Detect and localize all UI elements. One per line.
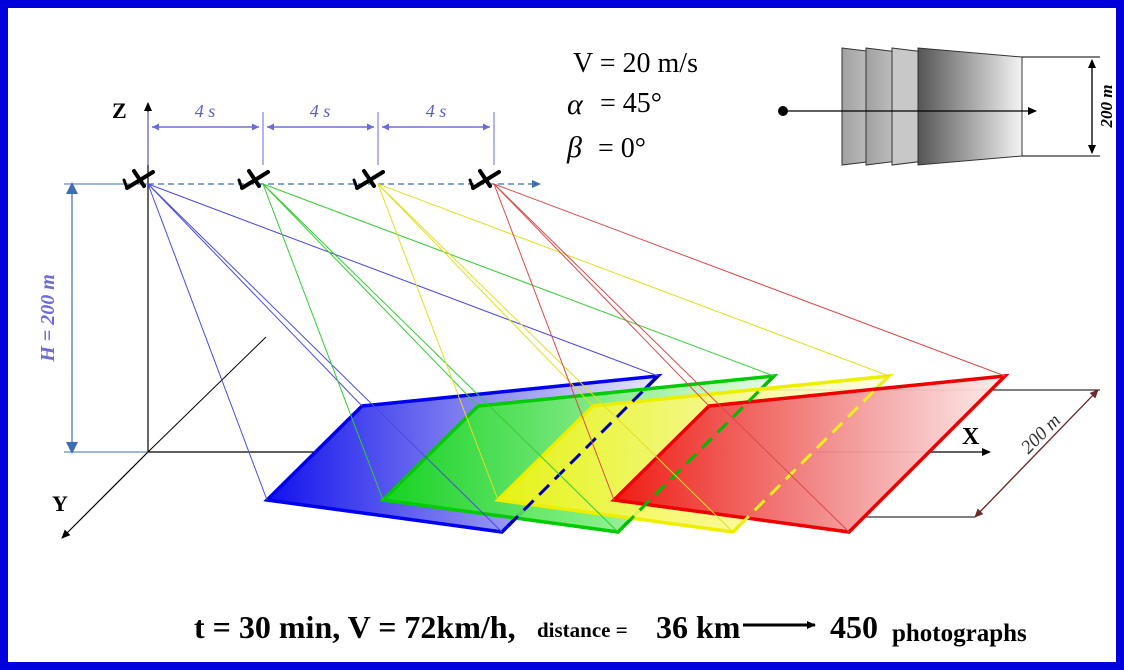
ground-guide-line	[147, 336, 267, 453]
z-axis-label: Z	[112, 98, 127, 123]
interval-label-2: 4 s	[310, 101, 331, 121]
interval-label-3: 4 s	[426, 101, 447, 121]
x-axis-label: X	[962, 424, 980, 450]
footer-photos-label: photographs	[892, 620, 1027, 647]
alpha-value: = 45°	[600, 88, 662, 119]
interval-dimensions	[147, 112, 495, 165]
footer-distance-label: distance =	[537, 618, 628, 642]
y-axis	[61, 451, 149, 539]
footer-distance-value: 36 km	[656, 609, 741, 645]
height-dimension	[64, 182, 148, 454]
height-label: H = 200 m	[37, 274, 59, 363]
swath-label: 200 m	[1017, 410, 1065, 458]
footer-photo-count: 450	[830, 609, 878, 645]
rays-blue	[147, 183, 659, 533]
velocity-param: V = 20 m/s	[573, 48, 698, 79]
footer-time-speed: t = 30 min, V = 72km/h,	[194, 609, 516, 645]
y-axis-label: Y	[52, 491, 68, 516]
rays-yellow	[377, 183, 890, 533]
rays-red	[493, 183, 1006, 533]
inset-width-label: 200 m	[1097, 85, 1116, 129]
swath-dimension	[974, 389, 1099, 518]
interval-label-1: 4 s	[195, 101, 216, 121]
alpha-symbol: α	[567, 88, 584, 121]
beta-value: = 0°	[598, 133, 646, 164]
overlap-edges	[500, 374, 891, 534]
beta-symbol: β	[566, 131, 582, 164]
camera-inset	[778, 47, 1100, 166]
rays-green	[262, 183, 775, 533]
